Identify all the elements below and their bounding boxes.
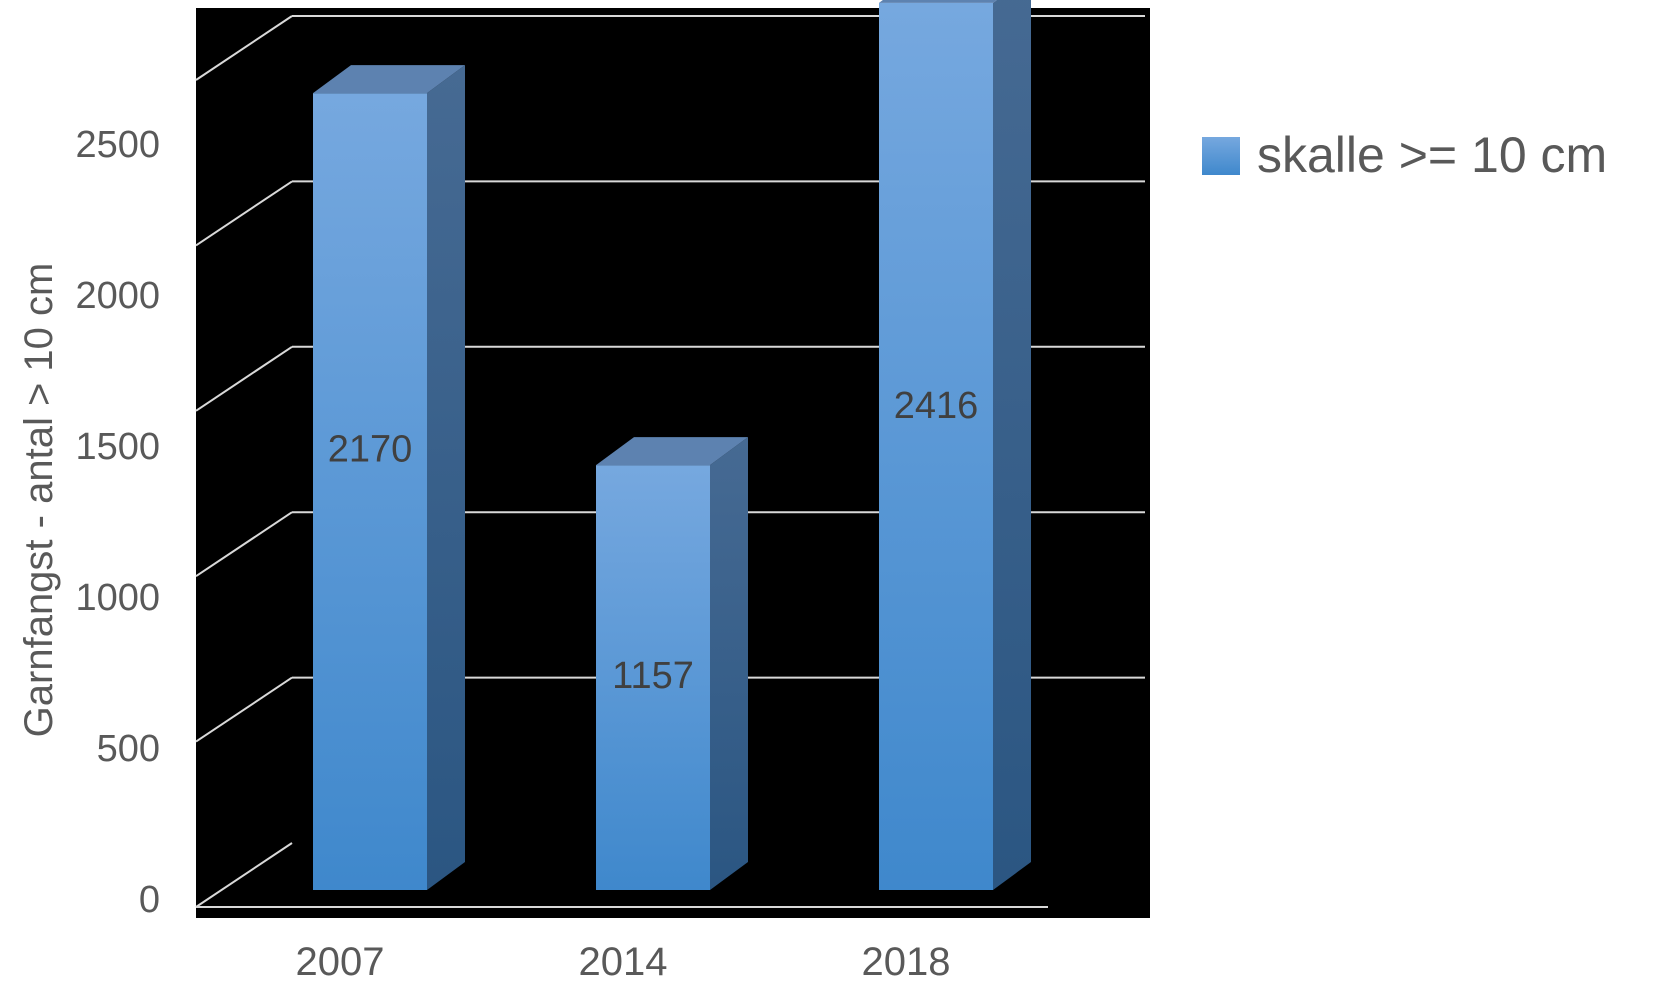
gridline-diagonal: [195, 511, 293, 578]
bar-front-2007: [313, 93, 427, 890]
y-axis-ticks: 0 500 1000 1500 2000 2500: [75, 124, 160, 921]
legend: skalle >= 10 cm: [1202, 127, 1607, 183]
gridline-diagonal: [195, 842, 293, 908]
bars: 2170 1157 2416: [313, 0, 1031, 891]
y-tick-2000: 2000: [75, 275, 160, 317]
bar-top-2018: [879, 0, 997, 3]
data-label-2018: 2416: [894, 385, 979, 427]
legend-swatch: [1202, 137, 1240, 175]
y-axis-title: Garnfangst - antal > 10 cm: [17, 263, 61, 738]
bar-side-2007: [427, 65, 465, 890]
x-axis-ticks: 2007 2014 2018: [296, 940, 951, 984]
bar-front-2018: [879, 2, 993, 891]
bar-side-2018: [993, 0, 1031, 890]
y-tick-2500: 2500: [75, 124, 160, 166]
y-tick-0: 0: [139, 879, 160, 921]
bar-top-2014: [596, 437, 748, 466]
x-tick-2007: 2007: [296, 940, 385, 984]
data-label-2007: 2170: [328, 429, 413, 471]
x-tick-2014: 2014: [579, 940, 668, 984]
gridline-diagonal: [195, 676, 293, 743]
gridline-diagonal: [195, 345, 293, 412]
y-tick-500: 500: [97, 728, 160, 770]
bar-side-2014: [710, 437, 748, 890]
y-tick-1500: 1500: [75, 426, 160, 468]
y-tick-1000: 1000: [75, 577, 160, 619]
data-label-2014: 1157: [612, 655, 694, 697]
legend-label: skalle >= 10 cm: [1257, 127, 1607, 183]
x-tick-2018: 2018: [862, 940, 951, 984]
bar-top-2007: [313, 65, 465, 94]
gridline-diagonal: [195, 15, 293, 81]
bar-front-2014: [596, 465, 710, 890]
gridline-diagonal: [195, 180, 293, 247]
